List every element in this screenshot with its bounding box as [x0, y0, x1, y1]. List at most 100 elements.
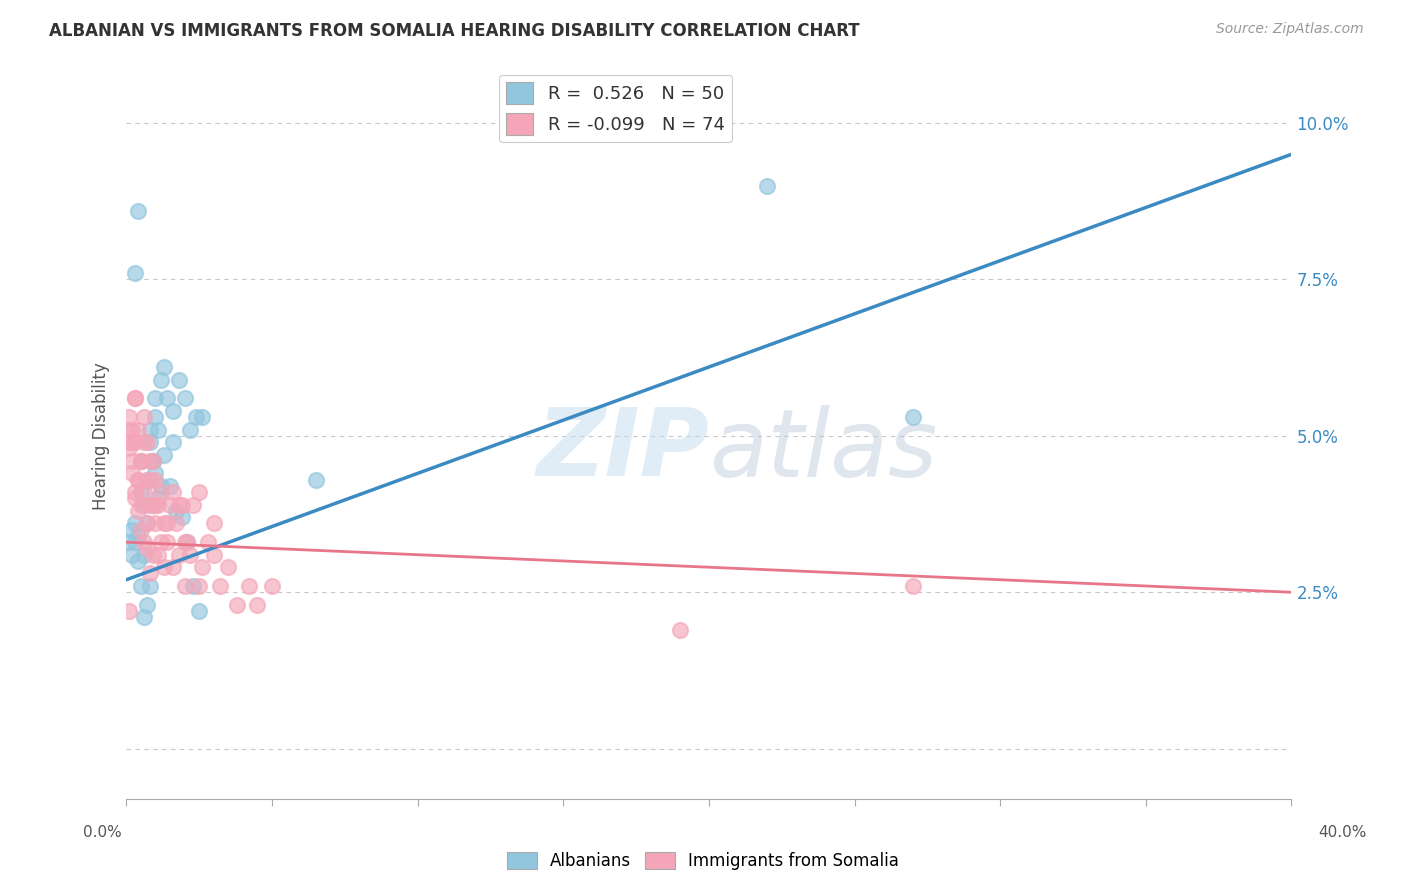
Point [118, 535, 141, 549]
Point [159, 479, 181, 493]
Point [127, 203, 149, 218]
Point [208, 579, 231, 593]
Point [156, 392, 179, 406]
Point [153, 516, 176, 531]
Point [118, 604, 141, 618]
Point [188, 604, 211, 618]
Point [186, 410, 208, 425]
Point [141, 454, 163, 468]
Y-axis label: Hearing Disability: Hearing Disability [93, 362, 110, 509]
Point [176, 535, 198, 549]
Point [132, 535, 155, 549]
Point [124, 485, 146, 500]
Text: atlas: atlas [709, 405, 938, 496]
Point [202, 548, 225, 562]
Point [138, 423, 160, 437]
Point [124, 392, 146, 406]
Point [173, 535, 195, 549]
Point [901, 579, 924, 593]
Point [132, 610, 155, 624]
Point [217, 560, 239, 574]
Point [124, 491, 146, 506]
Text: ALBANIAN VS IMMIGRANTS FROM SOMALIA HEARING DISABILITY CORRELATION CHART: ALBANIAN VS IMMIGRANTS FROM SOMALIA HEAR… [49, 22, 860, 40]
Point [145, 467, 167, 481]
Point [129, 523, 152, 537]
Point [121, 523, 143, 537]
Point [150, 485, 173, 500]
Point [121, 467, 143, 481]
Point [124, 535, 146, 549]
Text: 40.0%: 40.0% [1319, 825, 1367, 840]
Point [141, 498, 163, 512]
Point [132, 410, 155, 425]
Point [246, 598, 269, 612]
Point [129, 579, 152, 593]
Point [150, 372, 173, 386]
Point [132, 498, 155, 512]
Point [145, 410, 167, 425]
Point [138, 498, 160, 512]
Point [127, 554, 149, 568]
Legend: R =  0.526   N = 50, R = -0.099   N = 74: R = 0.526 N = 50, R = -0.099 N = 74 [499, 75, 733, 143]
Point [153, 448, 176, 462]
Point [167, 548, 190, 562]
Point [165, 504, 187, 518]
Point [121, 423, 143, 437]
Point [141, 454, 163, 468]
Point [901, 410, 924, 425]
Point [191, 560, 214, 574]
Point [226, 598, 249, 612]
Legend: Albanians, Immigrants from Somalia: Albanians, Immigrants from Somalia [501, 845, 905, 877]
Point [170, 510, 193, 524]
Point [179, 423, 201, 437]
Point [150, 535, 173, 549]
Point [124, 516, 146, 531]
Point [148, 491, 170, 506]
Point [129, 454, 152, 468]
Point [124, 266, 146, 280]
Point [181, 579, 204, 593]
Point [179, 548, 201, 562]
Point [135, 541, 157, 556]
Point [167, 498, 190, 512]
Point [127, 529, 149, 543]
Point [118, 442, 141, 456]
Point [135, 473, 157, 487]
Point [129, 498, 152, 512]
Point [118, 423, 141, 437]
Point [135, 435, 157, 450]
Text: ZIP: ZIP [536, 404, 709, 496]
Point [141, 498, 163, 512]
Point [668, 623, 690, 637]
Point [173, 579, 195, 593]
Point [121, 454, 143, 468]
Text: Source: ZipAtlas.com: Source: ZipAtlas.com [1216, 22, 1364, 37]
Point [124, 392, 146, 406]
Point [135, 473, 157, 487]
Point [173, 392, 195, 406]
Point [145, 516, 167, 531]
Point [135, 598, 157, 612]
Point [121, 548, 143, 562]
Point [138, 454, 160, 468]
Point [260, 579, 283, 593]
Point [135, 516, 157, 531]
Point [202, 516, 225, 531]
Point [197, 535, 219, 549]
Point [159, 498, 181, 512]
Point [181, 498, 204, 512]
Point [132, 435, 155, 450]
Point [156, 535, 179, 549]
Point [127, 473, 149, 487]
Point [138, 579, 160, 593]
Point [118, 435, 141, 450]
Point [150, 479, 173, 493]
Point [176, 535, 198, 549]
Point [138, 435, 160, 450]
Point [188, 579, 211, 593]
Point [165, 516, 187, 531]
Point [121, 435, 143, 450]
Point [124, 435, 146, 450]
Point [153, 560, 176, 574]
Point [129, 454, 152, 468]
